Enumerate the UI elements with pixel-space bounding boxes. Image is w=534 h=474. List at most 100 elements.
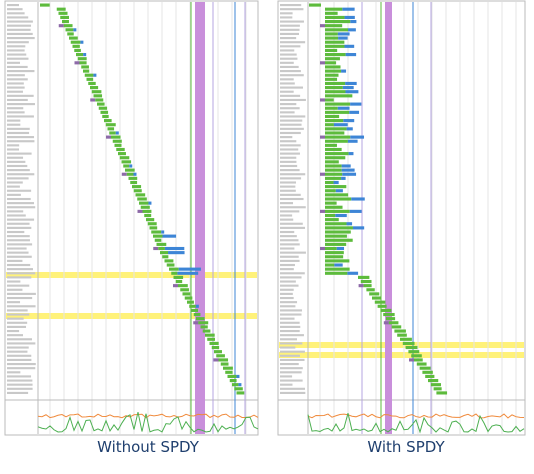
- bar-wait: [369, 292, 380, 296]
- bar-connect: [409, 358, 414, 362]
- url-label: [7, 45, 26, 48]
- bar-wait: [211, 345, 220, 350]
- url-label: [280, 8, 304, 11]
- url-label: [7, 222, 30, 225]
- bar-wait: [325, 180, 334, 185]
- url-label: [7, 98, 28, 102]
- bar-wait: [95, 98, 104, 102]
- bar-wait: [383, 312, 395, 317]
- url-label: [280, 235, 297, 238]
- bar-receive: [337, 32, 350, 36]
- url-label: [7, 111, 25, 114]
- bar-wait: [207, 337, 215, 341]
- bar-wait: [158, 246, 165, 251]
- url-label: [280, 329, 300, 333]
- bar-wait: [325, 246, 337, 251]
- bar-wait: [189, 304, 196, 308]
- url-label: [7, 152, 32, 155]
- url-label: [280, 160, 297, 163]
- bar-wait: [139, 201, 149, 205]
- url-label: [7, 317, 24, 320]
- url-label: [7, 197, 31, 201]
- url-label: [280, 164, 298, 168]
- url-label: [280, 32, 299, 36]
- bar-receive: [350, 102, 362, 106]
- bar-wait: [325, 114, 340, 119]
- bandwidth-graph: [307, 412, 525, 434]
- url-label: [7, 342, 36, 345]
- bar-wait: [391, 325, 402, 329]
- bar-wait: [325, 106, 338, 110]
- url-label: [7, 292, 36, 295]
- url-label: [280, 94, 301, 97]
- url-label: [7, 160, 26, 163]
- url-label: [280, 268, 294, 271]
- url-label: [280, 37, 297, 40]
- url-label: [280, 131, 301, 135]
- bar-wait: [232, 383, 239, 387]
- url-label: [280, 391, 306, 394]
- bar-wait: [325, 48, 338, 53]
- bar-wait: [386, 317, 396, 321]
- url-label: [280, 140, 297, 143]
- bar-wait: [325, 20, 351, 24]
- bar-wait: [325, 44, 345, 48]
- bar-wait: [70, 40, 81, 44]
- bar-wait: [105, 123, 116, 127]
- bar-wait: [227, 374, 237, 378]
- url-label: [280, 90, 294, 93]
- url-label: [7, 255, 32, 258]
- cpu-graph: [307, 413, 525, 419]
- url-label: [280, 226, 306, 229]
- bar-wait: [216, 354, 225, 358]
- url-label: [280, 24, 300, 27]
- url-label: [7, 214, 26, 217]
- url-label: [280, 156, 297, 159]
- bar-receive: [341, 176, 346, 180]
- bar-wait: [325, 73, 339, 77]
- bar-wait: [380, 308, 392, 312]
- bar-wait: [154, 238, 162, 242]
- bar-wait: [325, 110, 350, 114]
- bar-wait: [325, 86, 343, 90]
- bar-receive: [341, 168, 355, 172]
- bar-wait: [193, 312, 201, 317]
- url-label: [280, 177, 302, 180]
- bar-wait: [325, 57, 340, 61]
- url-label: [7, 65, 28, 69]
- bar-wait: [229, 378, 237, 383]
- url-label: [280, 119, 303, 122]
- waterfall-without-spdy: [4, 0, 259, 436]
- url-label: [280, 251, 306, 254]
- bar-wait: [358, 275, 370, 279]
- url-label: [7, 247, 27, 250]
- bar-receive: [161, 230, 165, 234]
- url-label: [7, 362, 36, 366]
- url-label: [280, 189, 296, 192]
- bar-wait: [325, 152, 349, 156]
- bar-wait: [142, 209, 152, 213]
- bar-wait: [56, 7, 66, 11]
- bar-wait: [325, 197, 352, 201]
- url-label: [280, 276, 302, 279]
- url-label: [7, 8, 23, 11]
- url-label: [7, 57, 29, 60]
- bar-wait: [325, 15, 345, 20]
- url-label: [280, 152, 300, 155]
- url-label: [7, 235, 30, 238]
- url-label: [280, 362, 299, 366]
- bar-wait: [202, 329, 211, 333]
- bar-wait: [325, 164, 342, 168]
- url-label: [7, 90, 23, 93]
- bar-receive: [350, 135, 365, 139]
- url-label: [7, 140, 35, 143]
- bar-receive: [333, 123, 348, 127]
- bar-wait: [169, 267, 179, 271]
- bar-wait: [430, 383, 442, 387]
- bar-wait: [325, 226, 353, 230]
- url-label: [7, 375, 32, 378]
- url-label: [7, 226, 32, 229]
- bar-receive: [133, 172, 137, 176]
- bar-connect: [358, 284, 364, 288]
